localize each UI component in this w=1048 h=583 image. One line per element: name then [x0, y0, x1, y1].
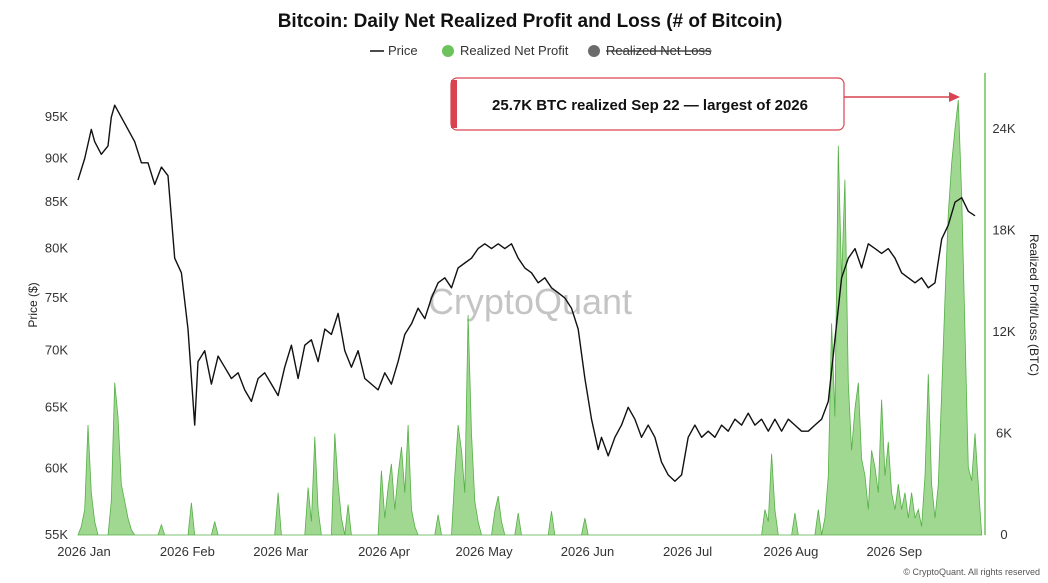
x-tick-label: 2026 Feb — [160, 544, 215, 559]
legend-swatch-dot — [588, 45, 600, 57]
y-left-axis: 55K 60K 65K 70K 75K 80K 85K 90K 95K — [45, 109, 68, 542]
profit-series — [77, 99, 983, 536]
x-tick-label: 2026 Apr — [358, 544, 411, 559]
price-line — [77, 104, 976, 482]
footer-copyright: © CryptoQuant. All rights reserved — [903, 567, 1040, 577]
y-left-tick-label: 85K — [45, 194, 68, 209]
y-left-tick-label: 55K — [45, 527, 68, 542]
x-tick-label: 2026 Aug — [763, 544, 818, 559]
x-tick-label: 2026 Jan — [57, 544, 111, 559]
legend-swatch-dot — [442, 45, 454, 57]
y-right-tick-label: 24K — [992, 121, 1015, 136]
y-right-tick-label: 12K — [992, 324, 1015, 339]
legend-item: Realized Net Profit — [442, 43, 569, 58]
y-left-tick-label: 95K — [45, 109, 68, 124]
x-tick-label: 2026 Mar — [253, 544, 309, 559]
x-tick-label: 2026 Sep — [866, 544, 922, 559]
price-series — [77, 104, 976, 482]
annotation-accent-bar — [451, 80, 457, 128]
y-left-axis-title: Price ($) — [26, 282, 40, 327]
y-left-tick-label: 90K — [45, 151, 68, 166]
chart-title: Bitcoin: Daily Net Realized Profit and L… — [278, 11, 783, 32]
legend-label: Realized Net Profit — [460, 43, 569, 58]
annotation-text: 25.7K BTC realized Sep 22 — largest of 2… — [492, 97, 808, 114]
y-left-tick-label: 70K — [45, 343, 68, 358]
x-axis: 2026 Jan 2026 Feb 2026 Mar 2026 Apr 2026 May… — [57, 544, 922, 559]
y-right-axis-title: Realized Profit/Loss (BTC) — [1027, 234, 1041, 376]
y-right-axis: 0 6K 12K 18K 24K — [992, 121, 1015, 542]
y-right-tick-label: 0 — [1000, 527, 1007, 542]
y-left-tick-label: 65K — [45, 399, 68, 414]
y-right-tick-label: 6K — [996, 425, 1012, 440]
y-left-tick-label: 60K — [45, 461, 68, 476]
annotation-arrow-head — [949, 92, 960, 102]
y-left-tick-label: 75K — [45, 290, 68, 305]
x-tick-label: 2026 Jun — [561, 544, 615, 559]
annotation: 25.7K BTC realized Sep 22 — largest of 2… — [450, 77, 960, 131]
y-right-tick-label: 18K — [992, 222, 1015, 237]
x-tick-label: 2026 May — [456, 544, 514, 559]
legend-item: Realized Net Loss — [588, 43, 712, 58]
legend-item: Price — [370, 43, 418, 58]
profit-area — [77, 99, 983, 536]
x-tick-label: 2026 Jul — [663, 544, 712, 559]
legend-label: Price — [388, 43, 418, 58]
legend-label: Realized Net Loss — [606, 43, 712, 58]
watermark: CryptoQuant — [428, 281, 632, 322]
legend: Price Realized Net Profit Realized Net Los… — [370, 43, 712, 58]
y-left-tick-label: 80K — [45, 241, 68, 256]
